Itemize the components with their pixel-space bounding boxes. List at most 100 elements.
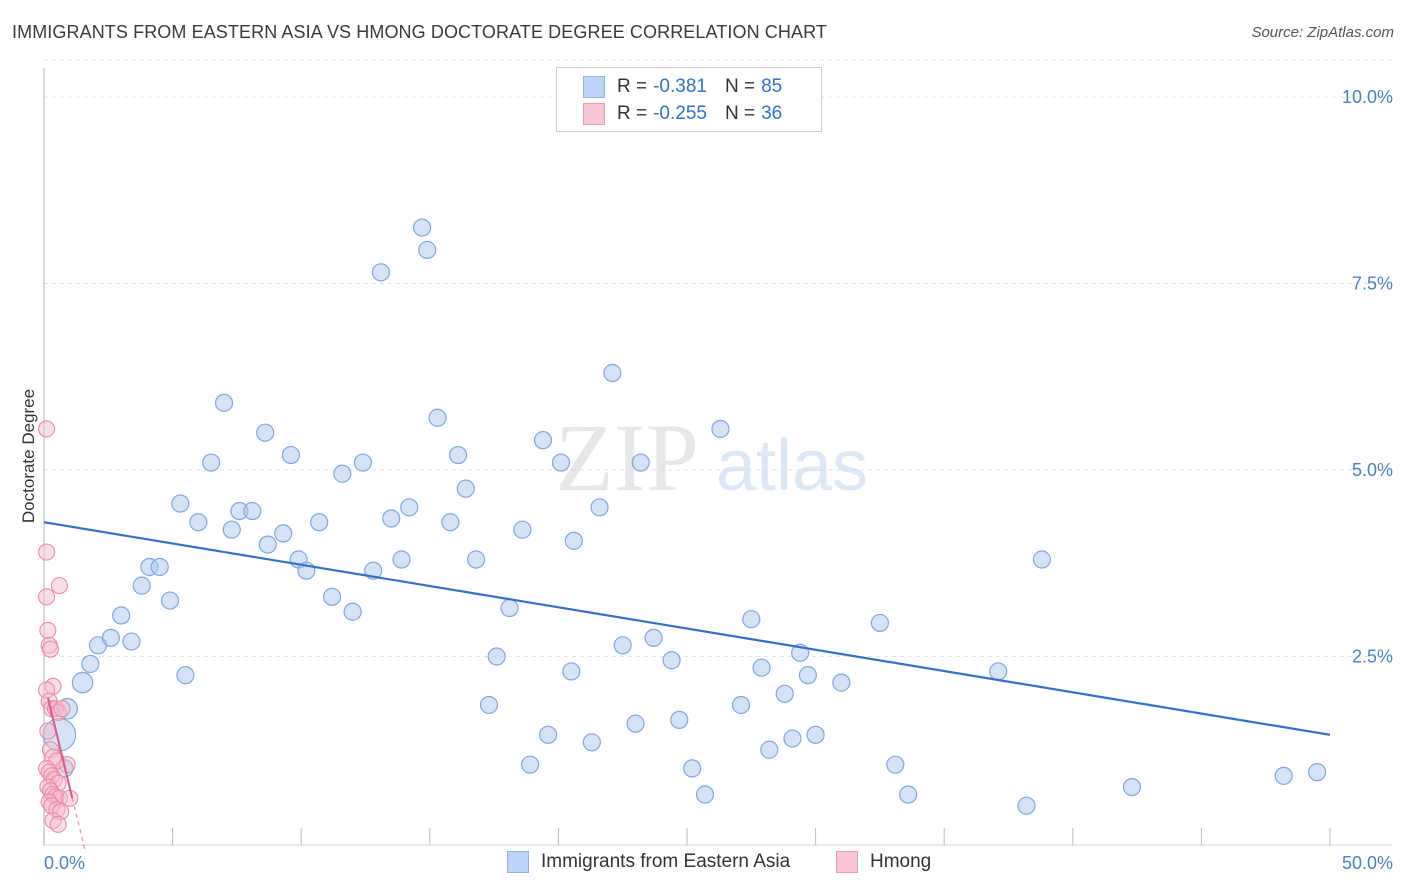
data-point-immigrants bbox=[989, 662, 1008, 681]
data-point-immigrants bbox=[521, 755, 540, 774]
data-point-immigrants bbox=[382, 509, 401, 528]
bottom-legend-item-pink: Hmong bbox=[836, 851, 931, 873]
data-point-immigrants bbox=[371, 263, 391, 282]
data-point-immigrants bbox=[160, 591, 180, 610]
data-point-immigrants bbox=[400, 498, 419, 517]
trend-line-immigrants bbox=[43, 521, 1331, 736]
source-label: Source: ZipAtlas.com bbox=[1251, 24, 1394, 41]
data-point-immigrants bbox=[274, 524, 293, 543]
data-point-immigrants bbox=[42, 718, 77, 752]
data-point-immigrants bbox=[806, 725, 825, 744]
data-point-immigrants bbox=[798, 666, 817, 685]
y-tick-label: 2.5% bbox=[1352, 647, 1393, 667]
data-point-immigrants bbox=[533, 431, 553, 450]
data-point-immigrants bbox=[466, 550, 486, 569]
data-point-immigrants bbox=[539, 725, 558, 744]
data-point-immigrants bbox=[281, 445, 301, 465]
x-tick-label: 0.0% bbox=[44, 853, 85, 873]
legend-r-value: -0.381 bbox=[653, 76, 707, 97]
data-point-immigrants bbox=[500, 598, 519, 618]
data-point-immigrants bbox=[683, 759, 702, 778]
data-point-immigrants bbox=[132, 576, 151, 595]
data-point-immigrants bbox=[1274, 766, 1293, 785]
trend-lines bbox=[43, 521, 1331, 851]
x-tick-label: 50.0% bbox=[1342, 853, 1393, 873]
series-immigrants-eastern-asia bbox=[42, 218, 1327, 815]
bottom-legend-swatch-blue bbox=[507, 851, 529, 873]
data-point-hmong bbox=[38, 420, 56, 438]
data-point-immigrants bbox=[456, 479, 475, 498]
data-point-immigrants bbox=[333, 464, 352, 483]
data-point-hmong bbox=[58, 756, 76, 774]
data-point-hmong bbox=[61, 789, 79, 807]
data-point-immigrants bbox=[189, 513, 208, 532]
data-point-immigrants bbox=[513, 520, 532, 539]
watermark-atlas: atlas bbox=[716, 426, 868, 506]
data-point-immigrants bbox=[562, 662, 581, 681]
data-point-immigrants bbox=[731, 695, 751, 715]
data-point-immigrants bbox=[343, 602, 362, 621]
watermark-zip: ZIP bbox=[555, 404, 699, 511]
data-point-immigrants bbox=[418, 240, 437, 260]
bottom-legend-label-blue: Immigrants from Eastern Asia bbox=[541, 851, 791, 872]
legend-r-label: R = bbox=[617, 103, 648, 124]
data-point-immigrants bbox=[214, 393, 234, 412]
bottom-legend-label-pink: Hmong bbox=[870, 851, 932, 872]
data-point-hmong bbox=[38, 681, 56, 699]
data-point-immigrants bbox=[176, 666, 195, 685]
legend: R = -0.381 N = 85 R = -0.255 N = 36 bbox=[556, 67, 822, 132]
data-point-immigrants bbox=[1122, 777, 1142, 797]
data-point-immigrants bbox=[81, 654, 100, 674]
data-point-hmong bbox=[53, 700, 71, 718]
data-point-immigrants bbox=[428, 408, 447, 427]
data-point-immigrants bbox=[631, 453, 650, 472]
data-point-hmong bbox=[49, 815, 67, 833]
y-tick-label: 7.5% bbox=[1352, 274, 1393, 294]
data-point-immigrants bbox=[441, 513, 460, 532]
bottom-legend-swatch-pink bbox=[836, 851, 858, 873]
legend-r-label: R = bbox=[617, 76, 648, 97]
data-point-hmong bbox=[39, 722, 57, 740]
data-point-hmong bbox=[39, 621, 57, 639]
data-point-immigrants bbox=[171, 494, 190, 513]
data-point-immigrants bbox=[1032, 550, 1052, 569]
data-point-immigrants bbox=[662, 651, 681, 670]
data-point-immigrants bbox=[71, 671, 94, 694]
legend-n-label: N = bbox=[724, 103, 756, 124]
data-point-hmong bbox=[41, 640, 59, 658]
y-axis-label: Doctorate Degree bbox=[19, 389, 38, 523]
data-point-immigrants bbox=[112, 606, 131, 625]
data-point-immigrants bbox=[775, 684, 794, 703]
data-point-immigrants bbox=[392, 550, 411, 569]
legend-n-value: 36 bbox=[761, 103, 783, 124]
data-point-immigrants bbox=[870, 613, 890, 633]
data-point-hmong bbox=[50, 577, 68, 595]
data-point-immigrants bbox=[322, 587, 342, 606]
data-point-immigrants bbox=[258, 535, 277, 554]
watermark: ZIP atlas bbox=[555, 404, 868, 511]
bottom-legend: Immigrants from Eastern Asia Hmong bbox=[0, 851, 1406, 877]
tick-labels: 2.5% 5.0% 7.5% 10.0% 0.0% 50.0% bbox=[44, 87, 1393, 873]
data-point-immigrants bbox=[832, 673, 851, 692]
data-point-immigrants bbox=[886, 755, 905, 774]
legend-r-value: -0.255 bbox=[653, 103, 707, 124]
data-point-immigrants bbox=[752, 658, 771, 677]
legend-n-value: 85 bbox=[761, 76, 783, 97]
series-hmong bbox=[38, 420, 79, 833]
data-point-immigrants bbox=[101, 628, 120, 647]
data-point-immigrants bbox=[783, 729, 802, 748]
data-point-immigrants bbox=[122, 632, 141, 651]
data-point-immigrants bbox=[1017, 796, 1036, 815]
legend-swatch-pink bbox=[583, 103, 605, 125]
data-point-immigrants bbox=[448, 445, 468, 465]
data-point-immigrants bbox=[479, 695, 499, 715]
bottom-legend-item-blue: Immigrants from Eastern Asia bbox=[507, 851, 790, 873]
data-point-hmong bbox=[38, 543, 56, 561]
legend-n-label: N = bbox=[724, 76, 756, 97]
data-point-immigrants bbox=[202, 453, 221, 472]
legend-swatch-blue bbox=[583, 76, 605, 98]
data-point-immigrants bbox=[564, 531, 583, 550]
legend-row-blue: R = -0.381 N = 85 bbox=[583, 75, 782, 99]
data-point-hmong bbox=[38, 588, 56, 606]
